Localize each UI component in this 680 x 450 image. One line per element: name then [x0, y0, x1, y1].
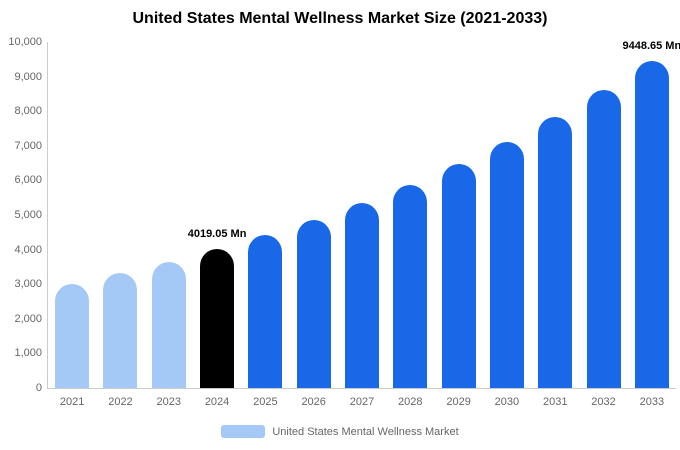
y-axis-line	[47, 42, 48, 388]
x-tick-label: 2030	[494, 396, 520, 408]
y-tick-label: 5,000	[14, 209, 42, 221]
bar-2031	[538, 117, 573, 388]
legend-label: United States Mental Wellness Market	[272, 425, 459, 438]
y-tick-label: 2,000	[14, 312, 42, 325]
x-tick-label: 2024	[204, 396, 230, 408]
legend-item[interactable]: United States Mental Wellness Market	[0, 425, 680, 438]
legend-swatch	[221, 425, 266, 438]
bar-2025	[248, 235, 283, 388]
x-tick-label: 2028	[398, 396, 423, 408]
x-tick-label: 2033	[639, 396, 665, 408]
bar-2033	[634, 61, 669, 388]
y-tick-label: 1,000	[14, 347, 42, 360]
x-tick-label: 2027	[349, 396, 375, 408]
y-tick-label: 9,000	[14, 70, 42, 83]
bar-2030	[489, 142, 524, 388]
bar-2026	[296, 220, 331, 388]
y-tick-label: 10,000	[8, 36, 42, 48]
bar-2024	[200, 249, 235, 388]
x-tick-label: 2029	[446, 396, 471, 408]
bar-2027	[345, 203, 379, 388]
x-tick-label: 2026	[301, 396, 326, 408]
x-axis-line	[47, 388, 676, 389]
x-tick-label: 2031	[542, 396, 568, 408]
bar-2021	[55, 284, 90, 388]
y-tick-label: 6,000	[14, 174, 42, 187]
bar-2029	[441, 164, 476, 388]
bar-2028	[393, 185, 428, 388]
bar-2032	[586, 90, 621, 388]
bar-2023	[151, 262, 186, 388]
chart-title: United States Mental Wellness Market Siz…	[132, 10, 548, 27]
y-tick-label: 3,000	[14, 278, 42, 291]
y-tick-label: 8,000	[14, 105, 42, 118]
x-tick-label: 2021	[59, 396, 85, 408]
bar-2022	[103, 273, 138, 388]
y-tick-label: 4,000	[14, 243, 42, 256]
x-tick-label: 2032	[591, 396, 616, 408]
y-tick-label: 0	[35, 382, 42, 394]
plot-area: 4019.05 Mn 9448.65 Mn	[47, 40, 680, 389]
y-tick-label: 7,000	[14, 139, 42, 152]
data-label-2024: 4019.05 Mn	[187, 228, 247, 240]
data-label-2033: 9448.65 Mn	[622, 40, 680, 52]
x-tick-label: 2025	[253, 396, 278, 408]
x-tick-label: 2023	[156, 396, 181, 408]
x-tick-label: 2022	[108, 396, 133, 408]
